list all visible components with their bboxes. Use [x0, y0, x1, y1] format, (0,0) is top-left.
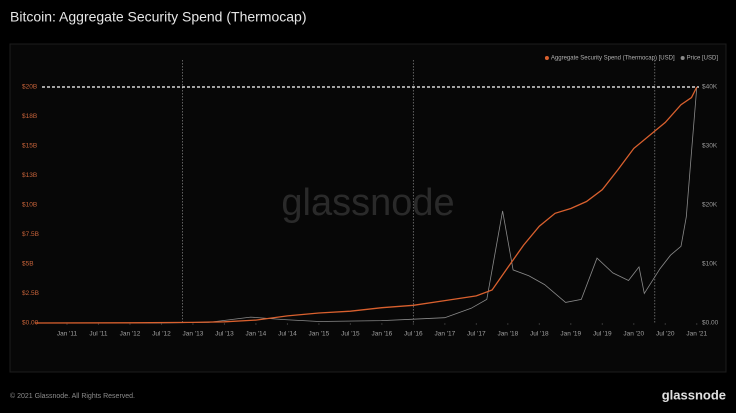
- x-tick-label: Jan '14: [246, 331, 267, 338]
- y2-tick-label: $30K: [702, 143, 718, 150]
- x-tick-label: Jan '13: [183, 331, 204, 338]
- x-tick-label: Jul '11: [89, 331, 107, 338]
- x-tick-label: Jan '19: [560, 331, 581, 338]
- series-line: [35, 86, 698, 324]
- logo: glassnode: [662, 387, 726, 402]
- x-tick-label: Jan '15: [309, 331, 330, 338]
- chart-title: Bitcoin: Aggregate Security Spend (Therm…: [10, 9, 307, 25]
- x-tick-label: Jul '13: [215, 331, 234, 338]
- x-tick-label: Jan '17: [434, 331, 455, 338]
- y-tick-label: $18B: [22, 113, 37, 120]
- legend-label: Price [USD]: [687, 56, 719, 62]
- y-tick-label: $13B: [22, 172, 37, 179]
- y2-tick-label: $10K: [702, 261, 718, 268]
- y2-tick-label: $40K: [702, 84, 718, 91]
- x-tick-label: Jul '20: [656, 331, 675, 338]
- y-tick-label: $5B: [22, 261, 34, 268]
- x-tick-label: Jan '18: [497, 331, 518, 338]
- x-tick-label: Jul '15: [341, 331, 360, 338]
- watermark: glassnode: [281, 182, 454, 224]
- x-tick-label: Jul '18: [530, 331, 549, 338]
- y-tick-label: $20B: [22, 84, 37, 91]
- y-tick-label: $15B: [22, 143, 37, 150]
- y2-tick-label: $0.00: [702, 320, 719, 327]
- x-tick-label: Jan '16: [371, 331, 392, 338]
- y2-tick-label: $20K: [702, 202, 718, 209]
- x-tick-label: Jul '17: [467, 331, 486, 338]
- y-tick-label: $7.5B: [22, 231, 39, 238]
- y-tick-label: $2.5B: [22, 290, 39, 297]
- legend-swatch: [544, 56, 549, 60]
- x-tick-label: Jul '12: [152, 331, 171, 338]
- x-tick-label: Jan '11: [57, 331, 78, 338]
- x-tick-label: Jan '12: [120, 331, 141, 338]
- footer: © 2021 Glassnode. All Rights Reserved.: [10, 392, 135, 400]
- x-tick-label: Jan '20: [623, 331, 644, 338]
- legend-label: Aggregate Security Spend (Thermocap) [US…: [551, 56, 675, 62]
- y-tick-label: $10B: [22, 202, 37, 209]
- y-tick-label: $0.00: [22, 320, 39, 327]
- x-tick-label: Jan '21: [686, 331, 707, 338]
- x-tick-label: Jul '16: [404, 331, 423, 338]
- panel: [9, 43, 727, 373]
- x-tick-label: Jul '19: [593, 331, 612, 338]
- legend-swatch: [680, 56, 685, 60]
- x-tick-label: Jul '14: [278, 331, 297, 338]
- series-line: [35, 86, 698, 324]
